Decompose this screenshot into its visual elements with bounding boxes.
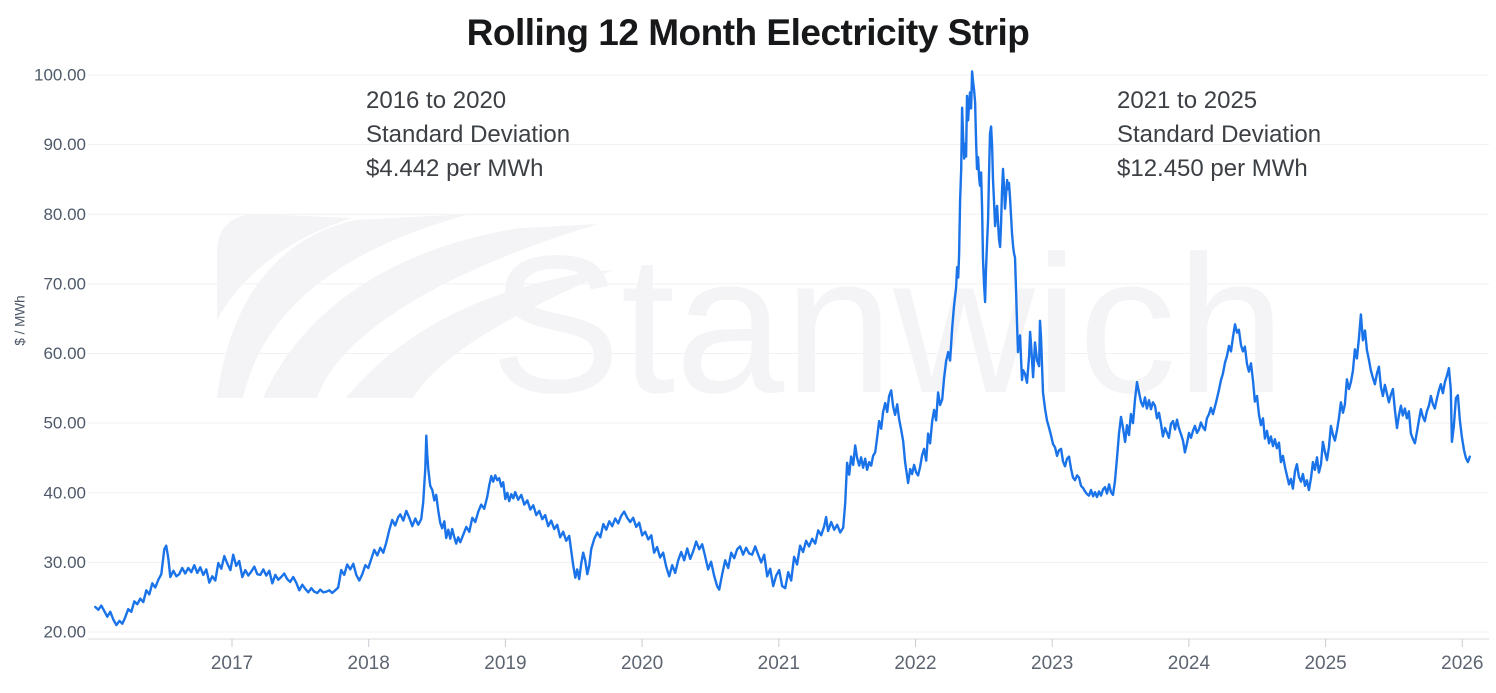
annotation-period: 2016 to 2020	[366, 87, 507, 114]
annotation-value: $4.442 per MWh	[366, 155, 544, 182]
y-tick-label: 50.00	[43, 414, 86, 433]
annotation-2016-2020: 2016 to 2020 Standard Deviation $4.442 p…	[366, 84, 570, 186]
watermark: Stanwich	[217, 214, 1285, 434]
axis-tick-labels: 20.00 30.00 40.00 50.00 60.00 70.00 80.00 90.00…	[34, 66, 1483, 675]
x-tick-label: 2021	[758, 653, 800, 674]
y-tick-label: 60.00	[43, 344, 86, 363]
y-tick-label: 40.00	[43, 483, 86, 502]
x-tick-label: 2022	[894, 653, 936, 674]
x-tick-label: 2025	[1304, 653, 1346, 674]
x-tick-label: 2024	[1168, 653, 1211, 674]
annotation-2021-2025: 2021 to 2025 Standard Deviation $12.450 …	[1117, 84, 1321, 186]
annotation-value: $12.450 per MWh	[1117, 155, 1308, 182]
watermark-brand-text: Stanwich	[490, 215, 1285, 434]
x-tick-label: 2019	[484, 653, 526, 674]
y-tick-label: 70.00	[43, 274, 86, 293]
annotation-label: Standard Deviation	[366, 121, 571, 148]
price-series-line	[94, 70, 1472, 627]
annotation-label: Standard Deviation	[1117, 121, 1322, 148]
y-tick-label: 20.00	[43, 623, 86, 642]
y-tick-label: 100.00	[34, 66, 86, 85]
x-tick-label: 2023	[1031, 653, 1073, 674]
x-tick-label: 2018	[348, 653, 390, 674]
x-tick-label: 2017	[211, 653, 253, 674]
y-tick-label: 90.00	[43, 135, 86, 154]
x-tick-label: 2026	[1441, 653, 1483, 674]
annotation-period: 2021 to 2025	[1117, 87, 1258, 114]
swoosh-logo-icon	[217, 214, 613, 398]
y-tick-label: 80.00	[43, 205, 86, 224]
y-axis-title: $ / MWh	[12, 295, 28, 346]
price-line	[94, 70, 1472, 627]
x-axis	[88, 638, 1489, 647]
y-tick-label: 30.00	[43, 553, 86, 572]
chart-title: Rolling 12 Month Electricity Strip	[466, 12, 1030, 53]
x-tick-label: 2020	[621, 653, 663, 674]
